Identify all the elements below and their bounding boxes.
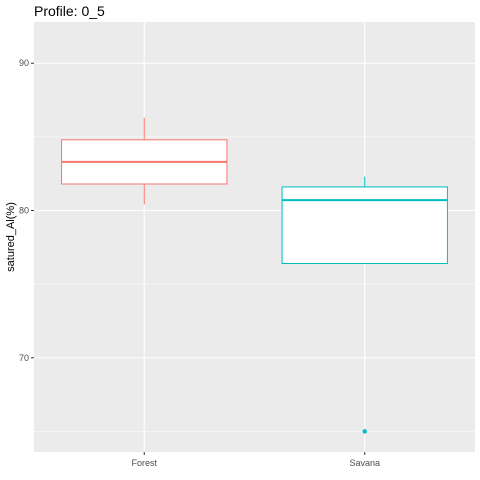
y-tick-label: 90 — [19, 58, 29, 68]
grid-minor — [34, 136, 475, 432]
box-savana — [281, 176, 448, 434]
x-tick-label: Forest — [131, 458, 157, 468]
boxes — [61, 117, 448, 434]
y-tick-label: 70 — [19, 353, 29, 363]
x-tick-label: Savana — [349, 458, 380, 468]
y-tick-label: 80 — [19, 205, 29, 215]
outlier-point — [362, 429, 367, 434]
x-axis: Forest Savana — [131, 452, 380, 468]
box-iqr — [281, 186, 448, 265]
y-axis-label: satured_Al(%) — [5, 202, 17, 272]
box-forest — [61, 117, 228, 205]
chart-title: Profile: 0_5 — [34, 3, 105, 19]
y-axis: 70 80 90 — [19, 58, 34, 363]
